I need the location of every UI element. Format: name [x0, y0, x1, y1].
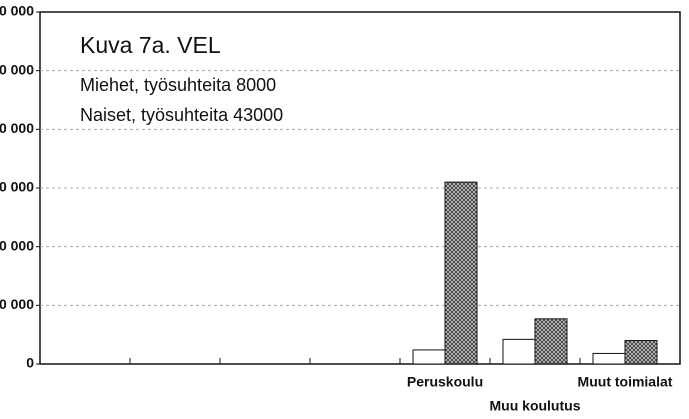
- x-tick-label: Peruskoulu: [407, 374, 483, 390]
- y-tick-label: 30 000: [0, 179, 34, 195]
- y-tick-label: 20 000: [0, 237, 34, 253]
- chart-title: Kuva 7a. VEL: [80, 32, 221, 58]
- bar: [534, 318, 568, 365]
- y-tick-label: 10 000: [0, 296, 34, 312]
- bar: [502, 338, 536, 365]
- y-tick-label: 50 000: [0, 61, 34, 77]
- bar: [412, 349, 446, 365]
- annotation: Miehet, työsuhteita 8000: [80, 75, 276, 95]
- x-tick-label: Muut toimialat: [578, 374, 673, 390]
- y-tick-label: 0: [26, 355, 34, 371]
- y-tick-label: 40 000: [0, 120, 34, 136]
- bar: [624, 340, 658, 365]
- annotation: Naiset, työsuhteita 43000: [80, 105, 283, 125]
- bar: [444, 181, 478, 365]
- y-tick-label: 60 000: [0, 3, 34, 19]
- x-tick-label: Muu koulutus: [490, 398, 581, 414]
- bar: [592, 352, 626, 365]
